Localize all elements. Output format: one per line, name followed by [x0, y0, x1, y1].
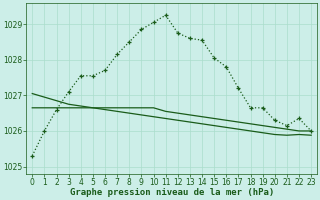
- X-axis label: Graphe pression niveau de la mer (hPa): Graphe pression niveau de la mer (hPa): [69, 188, 274, 197]
